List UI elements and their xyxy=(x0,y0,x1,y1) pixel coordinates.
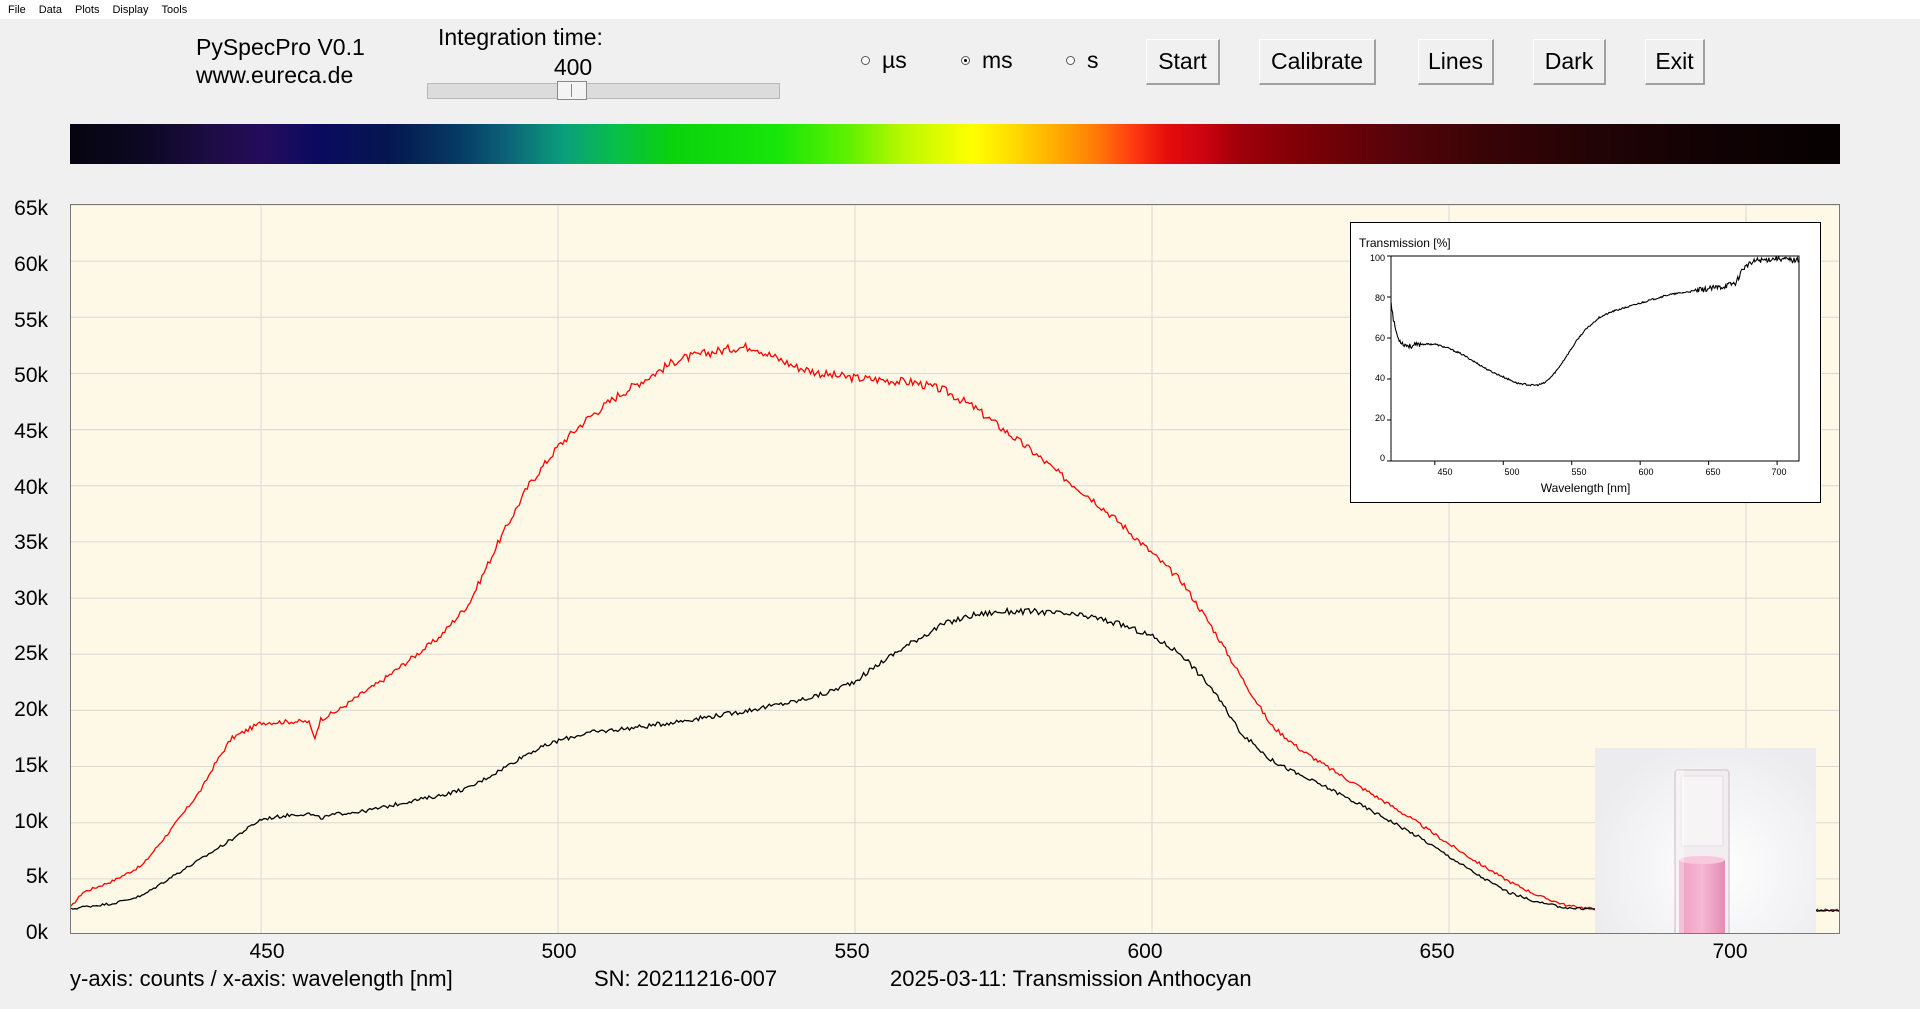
dark-button[interactable]: Dark xyxy=(1533,39,1606,85)
y-tick-label: 20k xyxy=(14,698,48,721)
radio-label-ms: ms xyxy=(982,46,1013,73)
x-tick-label: 500 xyxy=(541,940,577,963)
menu-data[interactable]: Data xyxy=(38,3,62,16)
serial-number: SN: 20211216-007 xyxy=(594,966,778,991)
inset-title: Transmission [%] xyxy=(1359,236,1451,250)
x-tick-label: 650 xyxy=(1419,940,1455,963)
app-info: PySpecPro V0.1 www.eureca.de xyxy=(196,33,365,89)
x-tick-label: 600 xyxy=(1127,940,1163,963)
y-tick-label: 30k xyxy=(14,587,48,610)
inset-plot-frame xyxy=(1390,255,1800,462)
inset-y-tick: 0 xyxy=(1379,453,1385,463)
axis-description: y-axis: counts / x-axis: wavelength [nm] xyxy=(70,966,453,991)
menu-file[interactable]: File xyxy=(8,3,26,16)
app-url: www.eureca.de xyxy=(196,62,354,88)
y-tick-label: 5k xyxy=(25,865,48,888)
inset-y-tick: 20 xyxy=(1374,413,1385,423)
transmission-series-line xyxy=(1390,255,1800,387)
y-tick-label: 60k xyxy=(14,253,48,276)
inset-x-tick: 500 xyxy=(1504,467,1520,477)
app-name: PySpecPro V0.1 xyxy=(196,34,365,60)
inset-x-tick: 450 xyxy=(1437,467,1453,477)
inset-x-axis-label: Wavelength [nm] xyxy=(1540,481,1631,495)
inset-x-tick: 650 xyxy=(1705,467,1721,477)
radio-button-s[interactable] xyxy=(1066,55,1075,65)
radio-unit-ms[interactable]: ms xyxy=(961,45,1013,75)
x-tick-label: 550 xyxy=(834,940,870,963)
y-tick-label: 10k xyxy=(14,810,48,833)
integration-time-label: Integration time: xyxy=(438,24,603,50)
menu-tools[interactable]: Tools xyxy=(161,3,188,16)
calibrate-button[interactable]: Calibrate xyxy=(1259,39,1376,85)
y-tick-label: 65k xyxy=(14,197,48,220)
start-button[interactable]: Start xyxy=(1146,39,1220,85)
integration-time-value: 400 xyxy=(553,54,593,80)
inset-x-tick: 550 xyxy=(1571,467,1587,477)
y-tick-label: 45k xyxy=(14,420,48,443)
exit-button[interactable]: Exit xyxy=(1645,39,1705,85)
menu-plots[interactable]: Plots xyxy=(74,3,100,16)
y-tick-label: 0k xyxy=(25,921,48,944)
inset-x-tick: 700 xyxy=(1771,467,1787,477)
inset-y-tick: 80 xyxy=(1374,293,1385,303)
spectrum-series-line xyxy=(71,606,1839,913)
inset-y-tick: 40 xyxy=(1374,373,1385,383)
radio-button-us[interactable] xyxy=(861,55,870,65)
spectrum-color-bar xyxy=(70,124,1840,164)
integration-time-slider[interactable] xyxy=(427,83,780,99)
y-tick-label: 50k xyxy=(14,364,48,387)
inset-x-tick: 600 xyxy=(1638,467,1654,477)
transmission-inset-chart: Transmission [%] 100 80 60 40 20 0 450 5… xyxy=(1350,222,1821,503)
radio-label-us: µs xyxy=(882,46,907,73)
transmission-inset-svg xyxy=(1387,255,1800,465)
y-tick-label: 35k xyxy=(14,531,48,554)
y-tick-label: 25k xyxy=(14,642,48,665)
cuvette-image xyxy=(1595,748,1816,933)
y-tick-label: 40k xyxy=(14,476,48,499)
radio-label-s: s xyxy=(1087,46,1099,73)
radio-unit-s[interactable]: s xyxy=(1066,45,1099,75)
x-tick-label: 700 xyxy=(1712,940,1748,963)
y-tick-label: 15k xyxy=(14,754,48,777)
cuvette-photo xyxy=(1595,748,1816,933)
menu-display[interactable]: Display xyxy=(112,3,149,16)
radio-button-ms[interactable] xyxy=(961,55,970,65)
menu-bar: File Data Plots Display Tools xyxy=(0,0,1920,19)
spectrum-series-line xyxy=(71,341,1839,913)
lines-button[interactable]: Lines xyxy=(1418,39,1494,85)
inset-y-tick: 100 xyxy=(1369,253,1385,263)
y-tick-label: 55k xyxy=(14,309,48,332)
inset-y-tick: 60 xyxy=(1374,333,1385,343)
x-tick-label: 450 xyxy=(249,940,285,963)
radio-unit-us[interactable]: µs xyxy=(861,45,907,75)
measurement-title: 2025-03-11: Transmission Anthocyan xyxy=(890,966,1252,991)
integration-time-slider-thumb[interactable] xyxy=(557,81,587,100)
